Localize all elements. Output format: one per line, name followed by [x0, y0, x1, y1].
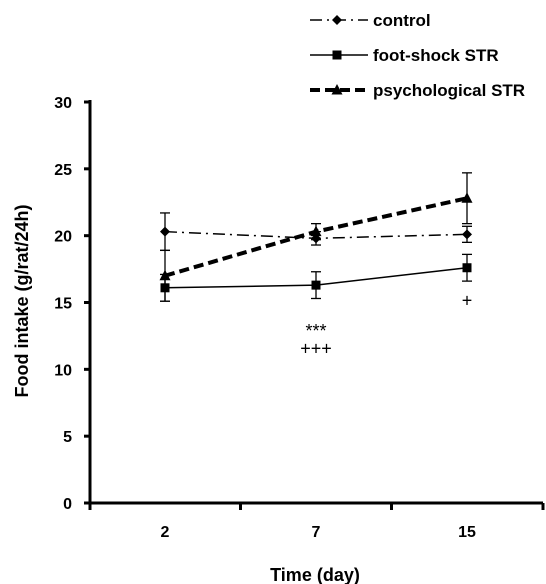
y-tick-label: 10 [54, 362, 72, 379]
legend-marker [331, 84, 343, 95]
x-axis-title: Time (day) [270, 565, 360, 584]
x-tick-label: 7 [312, 524, 321, 541]
axes: 0 5 10 15 20 25 30 2 7 15 [54, 95, 545, 541]
y-tick-label: 15 [54, 296, 72, 313]
legend-label: psychological STR [373, 81, 525, 100]
y-tick-label: 0 [63, 496, 72, 513]
data-point [159, 269, 171, 281]
legend: control foot-shock STR psychological STR [310, 11, 525, 100]
legend-label: foot-shock STR [373, 46, 499, 65]
x-tick-label: 2 [161, 524, 170, 541]
y-axis-title: Food intake (g/rat/24h) [12, 204, 32, 397]
data-point [462, 263, 472, 273]
legend-item: control [310, 11, 431, 30]
significance-annotation: *** [305, 321, 326, 341]
data-point [462, 229, 472, 240]
significance-annotation: + [462, 290, 473, 310]
annotations: ***++++ [300, 290, 472, 358]
x-tick-label: 15 [458, 524, 476, 541]
legend-item: psychological STR [310, 81, 525, 100]
data-point [310, 225, 322, 237]
legend-marker [332, 50, 342, 60]
data-point [311, 280, 321, 290]
series-group [159, 172, 473, 302]
legend-marker [332, 15, 342, 25]
y-tick-label: 5 [63, 429, 72, 446]
data-point [160, 226, 170, 237]
y-tick-label: 20 [54, 229, 72, 246]
y-tick-label: 25 [54, 162, 72, 179]
data-point [461, 192, 473, 203]
series-foot-shock-str [160, 253, 472, 302]
legend-item: foot-shock STR [310, 46, 499, 65]
significance-annotation: +++ [300, 339, 332, 359]
y-tick-label: 30 [54, 95, 72, 112]
legend-label: control [373, 11, 431, 30]
series-psychological-str [159, 172, 473, 302]
